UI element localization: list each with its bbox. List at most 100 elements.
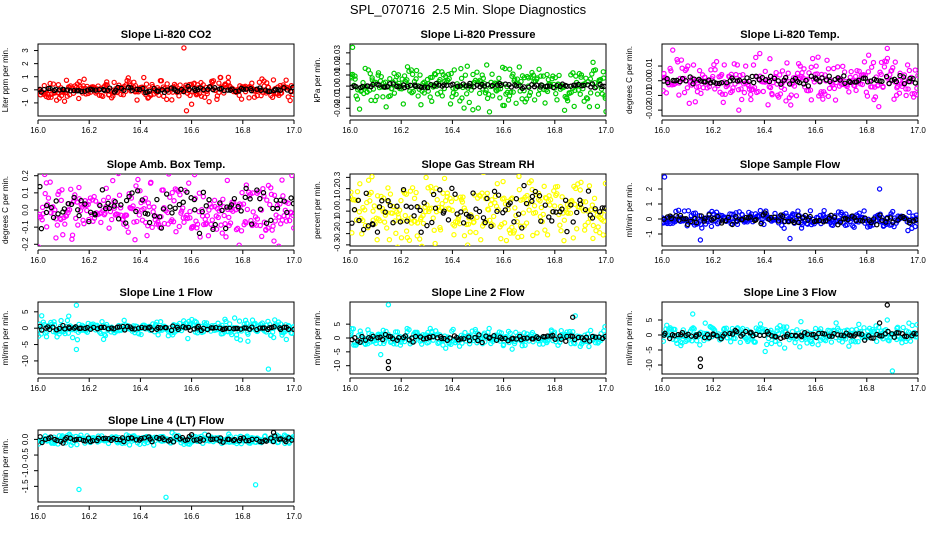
data-point	[573, 73, 579, 79]
data-point	[846, 78, 852, 84]
data-point	[451, 67, 457, 73]
data-point	[542, 202, 548, 208]
data-point	[145, 211, 151, 217]
data-point	[126, 190, 132, 197]
data-point	[769, 92, 775, 98]
y-tick-label: 0.1	[21, 187, 30, 199]
data-point	[100, 435, 107, 442]
chart-title: Slope Line 2 Flow	[432, 287, 525, 299]
data-points	[662, 45, 918, 113]
data-point	[45, 195, 52, 201]
data-point	[424, 222, 430, 229]
data-point	[554, 97, 560, 103]
data-point	[47, 80, 53, 87]
data-point	[529, 198, 535, 204]
data-point	[878, 71, 884, 78]
data-point	[129, 205, 135, 212]
data-point	[827, 78, 833, 85]
data-point-outlier	[884, 302, 890, 308]
data-point	[706, 335, 712, 341]
data-point	[813, 63, 819, 69]
data-point	[775, 78, 781, 84]
data-point	[538, 204, 545, 211]
data-point	[542, 227, 548, 233]
data-point	[71, 325, 78, 331]
data-point-outlier	[876, 320, 883, 326]
series-1	[350, 174, 606, 246]
data-point	[233, 332, 240, 338]
data-point	[429, 74, 435, 81]
x-tick-label: 17.0	[286, 512, 302, 521]
data-point	[43, 224, 50, 230]
data-point	[686, 337, 692, 343]
data-point	[856, 68, 862, 74]
data-point	[363, 190, 369, 196]
data-point	[458, 336, 464, 342]
data-point	[121, 317, 127, 324]
data-point	[602, 324, 606, 330]
data-point	[224, 84, 230, 90]
data-point	[412, 333, 419, 340]
data-point	[861, 208, 867, 214]
x-tick-label: 16.4	[757, 384, 773, 393]
data-point-outlier	[385, 365, 392, 372]
data-point	[910, 75, 916, 82]
data-point	[432, 240, 438, 246]
data-point	[915, 72, 918, 79]
data-point	[592, 206, 598, 212]
data-point-outlier	[884, 317, 890, 323]
data-point	[896, 90, 903, 96]
data-point	[832, 97, 839, 103]
data-point	[513, 336, 520, 342]
data-point	[350, 326, 357, 332]
data-point	[123, 197, 130, 204]
data-point	[665, 79, 671, 86]
data-point	[125, 229, 131, 235]
data-point	[601, 328, 606, 334]
data-point	[104, 79, 110, 85]
data-point	[471, 219, 477, 225]
data-point	[106, 225, 112, 231]
chart-panel-9: Slope Line 3 Flow ml/min per min. 16.0 16.2…	[625, 287, 926, 393]
data-point	[698, 90, 704, 97]
data-point	[772, 214, 778, 220]
data-point	[591, 195, 598, 202]
data-point	[439, 200, 445, 207]
data-point	[231, 195, 238, 202]
data-point	[404, 64, 411, 70]
data-point	[401, 84, 408, 91]
y-tick-label: 2	[645, 186, 654, 191]
data-point	[176, 201, 183, 208]
data-point	[420, 212, 426, 219]
data-point	[587, 215, 594, 221]
data-point	[257, 195, 263, 202]
data-point	[89, 87, 96, 93]
data-point	[76, 78, 83, 85]
x-tick-label: 16.2	[393, 256, 409, 265]
data-point	[111, 79, 117, 86]
plot-frame	[37, 173, 295, 247]
data-point	[866, 325, 873, 332]
data-point	[901, 333, 908, 339]
data-point	[859, 81, 866, 88]
data-point	[352, 335, 358, 341]
x-tick-label: 16.6	[808, 384, 824, 393]
data-point-outlier	[252, 482, 259, 488]
data-point	[475, 105, 482, 111]
data-point	[182, 325, 189, 331]
data-point	[429, 219, 435, 226]
data-point	[564, 228, 570, 235]
data-point	[484, 190, 490, 197]
data-point	[870, 59, 877, 66]
data-point-outlier	[570, 314, 576, 320]
data-point	[874, 222, 880, 228]
data-point	[861, 59, 868, 65]
data-point	[507, 330, 513, 336]
data-point	[802, 212, 809, 219]
data-point	[602, 95, 606, 101]
data-point	[780, 324, 787, 330]
data-point	[464, 242, 471, 246]
data-point	[738, 86, 744, 92]
data-point	[404, 77, 410, 83]
data-point	[461, 336, 467, 342]
